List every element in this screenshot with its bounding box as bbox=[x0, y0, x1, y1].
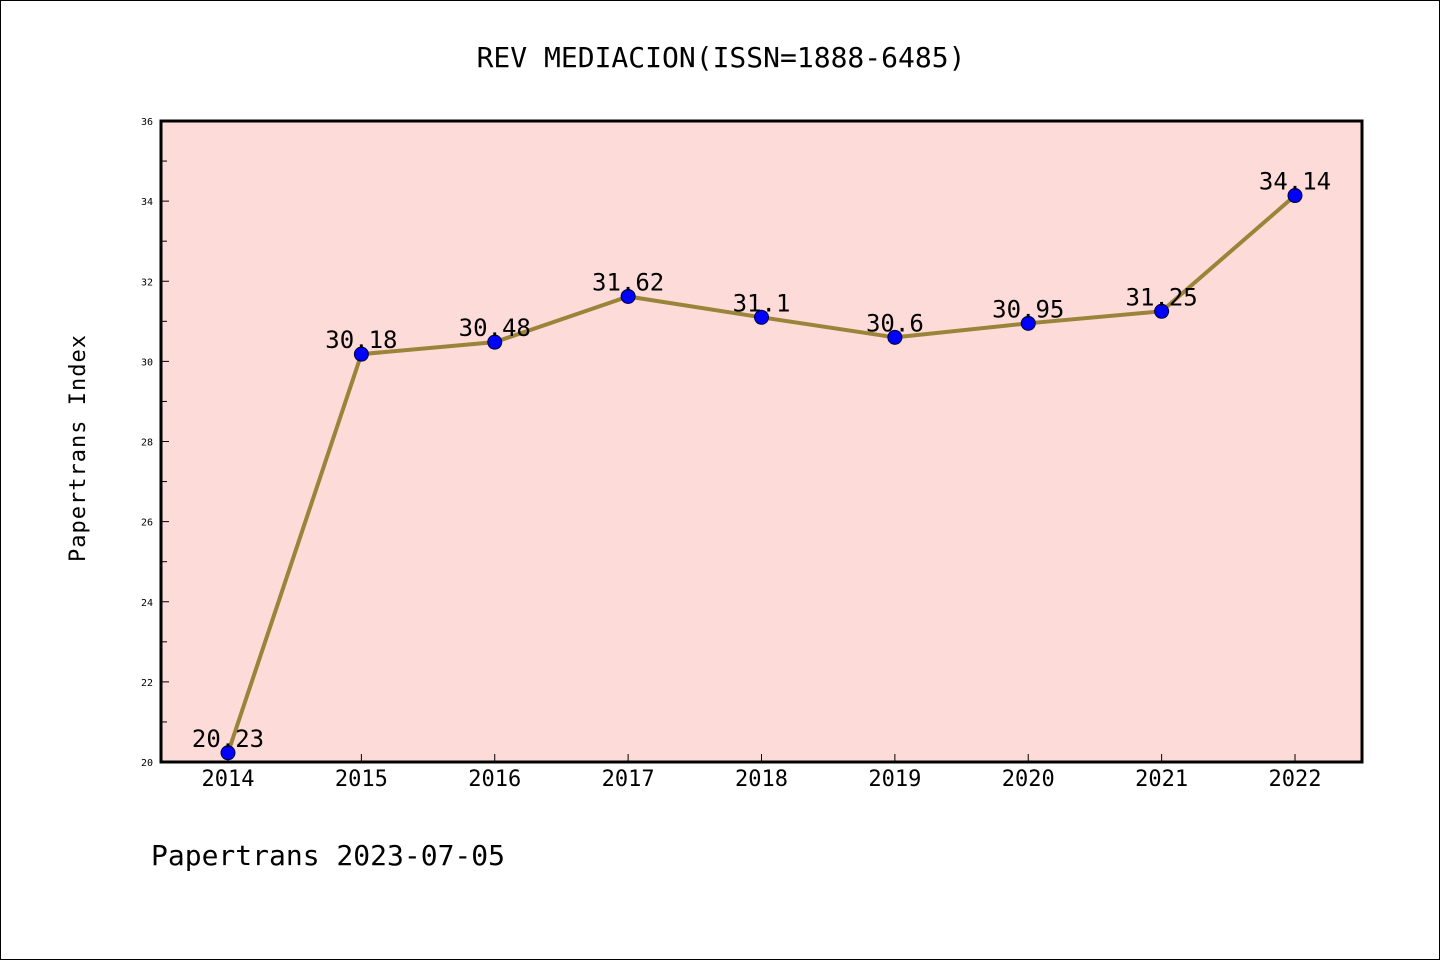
data-point bbox=[1020, 315, 1036, 331]
x-tick-label: 2016 bbox=[468, 767, 521, 792]
data-label: 20.23 bbox=[192, 725, 264, 753]
x-tick-label: 2015 bbox=[335, 767, 388, 792]
x-tick-label: 2014 bbox=[202, 767, 255, 792]
data-label: 34.14 bbox=[1259, 168, 1331, 196]
data-point bbox=[353, 346, 369, 362]
data-label: 31.62 bbox=[592, 268, 664, 296]
data-point bbox=[887, 329, 903, 345]
y-tick-label: 26 bbox=[141, 518, 153, 529]
x-tick-label: 2018 bbox=[735, 767, 788, 792]
data-label: 31.25 bbox=[1126, 283, 1198, 311]
data-point bbox=[1154, 303, 1170, 319]
data-label: 30.48 bbox=[459, 314, 531, 342]
y-tick-label: 24 bbox=[141, 598, 153, 609]
y-tick-label: 32 bbox=[141, 277, 153, 288]
data-label: 30.6 bbox=[866, 309, 924, 337]
series-index bbox=[220, 188, 1303, 761]
x-tick-label: 2019 bbox=[868, 767, 921, 792]
footer-date: Papertrans 2023-07-05 bbox=[151, 839, 505, 872]
y-axis-label: Papertrans Index bbox=[66, 334, 91, 562]
x-axis: 2014 2015 2016 2017 2018 2019 2020 2021 2022 bbox=[202, 754, 1322, 792]
plot-border bbox=[159, 119, 1364, 764]
data-label: 31.1 bbox=[733, 289, 791, 317]
data-label: 30.95 bbox=[992, 295, 1064, 323]
x-tick-label: 2017 bbox=[602, 767, 655, 792]
data-labels: 20.23 30.18 30.48 31.62 31.1 30.6 30.95 31.25 34… bbox=[192, 168, 1331, 753]
plot-area bbox=[161, 121, 1362, 762]
x-tick-label: 2021 bbox=[1135, 767, 1188, 792]
data-point bbox=[1287, 188, 1303, 204]
data-point bbox=[754, 309, 769, 325]
y-tick-label: 28 bbox=[141, 438, 153, 449]
y-tick-label: 30 bbox=[141, 357, 153, 368]
data-label: 30.18 bbox=[325, 326, 397, 354]
chart-title: REV MEDIACION(ISSN=1888-6485) bbox=[477, 41, 966, 74]
data-point bbox=[220, 745, 236, 761]
y-tick-label: 34 bbox=[141, 197, 153, 208]
data-point bbox=[487, 334, 503, 350]
y-tick-label: 20 bbox=[141, 758, 153, 769]
x-tick-label: 2020 bbox=[1002, 767, 1055, 792]
x-tick-label: 2022 bbox=[1269, 767, 1322, 792]
y-tick-label: 36 bbox=[141, 117, 153, 128]
y-tick-label: 22 bbox=[141, 678, 153, 689]
data-point bbox=[620, 288, 636, 304]
